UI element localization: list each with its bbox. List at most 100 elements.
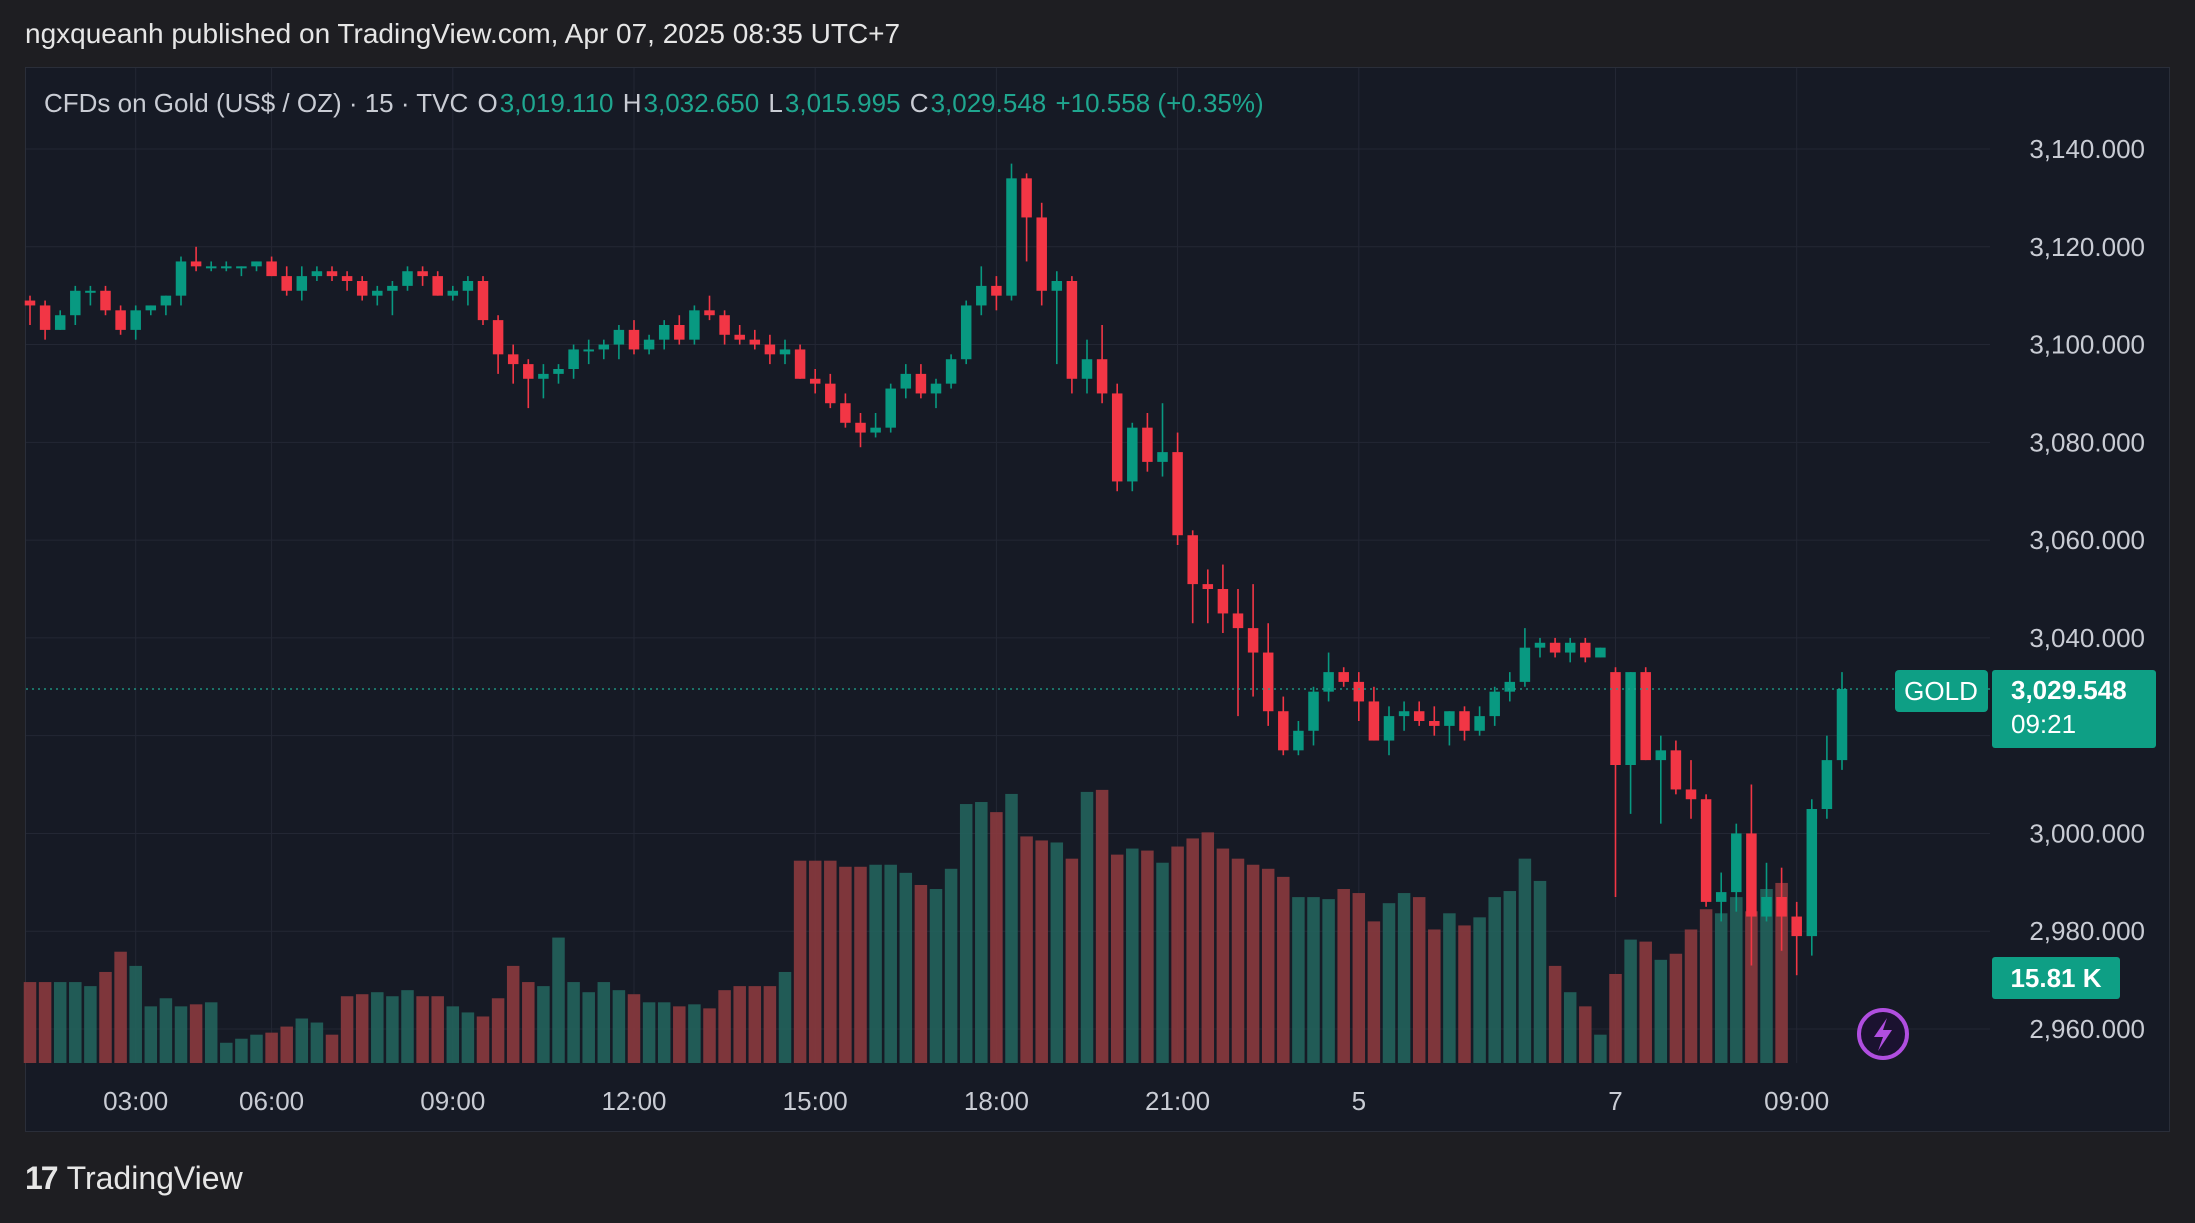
candle [85,286,96,306]
volume-bar [975,802,988,1063]
x-tick-label: 15:00 [783,1086,848,1116]
candle [1701,794,1712,906]
candle-body [629,330,640,350]
volume-bar [839,867,852,1063]
volume-bar [1368,921,1381,1063]
volume-bar [39,982,52,1063]
candle-body [478,281,489,320]
volume-bar [160,998,173,1063]
volume-bar [341,996,354,1063]
candle [176,257,187,306]
candle-body [538,374,549,379]
candle-body [55,315,65,330]
candle [976,266,987,315]
volume-bar [311,1023,324,1063]
volume-bar [809,861,822,1063]
volume-bar [190,1004,203,1063]
current-price-label: 3,029.548 [2011,675,2127,705]
candle-body [734,335,745,340]
candle [281,266,292,295]
volume-bar [1624,940,1637,1063]
candle-body [1505,682,1516,692]
candle [100,286,111,315]
candle [1671,741,1682,795]
candle [1444,711,1455,745]
candle-body [855,423,866,433]
candle-body [795,349,806,378]
volume-bar [930,889,943,1063]
candle-body [40,305,51,329]
candle-body [342,276,353,281]
volume-bar [1232,859,1245,1063]
candle-body [221,266,232,268]
y-tick-label: 3,040.000 [2029,623,2145,653]
lightning-icon[interactable] [1859,1010,1907,1058]
volume-bar [1111,855,1124,1063]
candle [644,335,655,355]
candle [870,413,881,437]
candle [1822,736,1833,819]
volume-bar [1488,897,1501,1063]
candle-body [1354,682,1365,702]
volume-bar [582,992,595,1063]
candle [40,301,51,340]
candle [1580,638,1591,662]
candle-body [976,286,987,306]
candle [1686,760,1697,819]
candle-body [1761,897,1772,917]
volume-bar [462,1012,475,1063]
x-tick-label: 03:00 [103,1086,168,1116]
candle-body [448,291,459,296]
volume-bar [1579,1006,1592,1063]
candle-body [750,340,761,345]
candle-body [1671,750,1682,789]
candle [297,266,308,300]
candle-body [961,305,972,359]
candle-body [991,286,1002,296]
candle-body [1535,643,1546,648]
candle [719,310,730,344]
volume-bar [628,994,641,1063]
candle [1097,325,1108,403]
volume-bar [492,998,505,1063]
candle [1036,203,1047,306]
candle [1354,672,1365,721]
candle [1595,648,1606,658]
volume-bar [1020,836,1033,1063]
candle [1429,706,1440,735]
tradingview-footer[interactable]: 17 TradingView [25,1160,243,1197]
volume-bar [205,1002,218,1063]
candle-body [1550,643,1561,653]
volume-bar [643,1002,656,1063]
volume-bar [265,1033,278,1063]
candle-body [946,359,957,383]
candle-body [146,305,157,310]
volume-bar [1715,913,1728,1063]
candle-body [1369,701,1380,740]
x-tick-label: 5 [1352,1086,1366,1116]
volume-bar [54,982,66,1063]
x-tick-label: 7 [1608,1086,1622,1116]
volume-bar [1307,897,1320,1063]
candle-body [644,340,655,350]
candle-body [1731,833,1742,892]
volume-bar [824,861,837,1063]
candle [221,261,232,271]
candle-body [1127,428,1138,482]
candle-body [1218,589,1229,613]
y-tick-label: 3,140.000 [2029,134,2145,164]
candle [1384,706,1395,755]
volume-bar [507,966,520,1063]
candle [629,320,640,354]
candle-body [1716,892,1727,902]
candle-body [1640,672,1651,760]
volume-bar [552,938,565,1063]
x-tick-label: 12:00 [601,1086,666,1116]
volume-bar [915,885,928,1063]
candle-body [810,379,821,384]
candle [236,266,247,276]
candle-body [1021,178,1032,217]
volume-bar [1594,1035,1607,1063]
legend-symbol[interactable]: CFDs on Gold (US$ / OZ) · 15 · TVC [44,88,468,118]
